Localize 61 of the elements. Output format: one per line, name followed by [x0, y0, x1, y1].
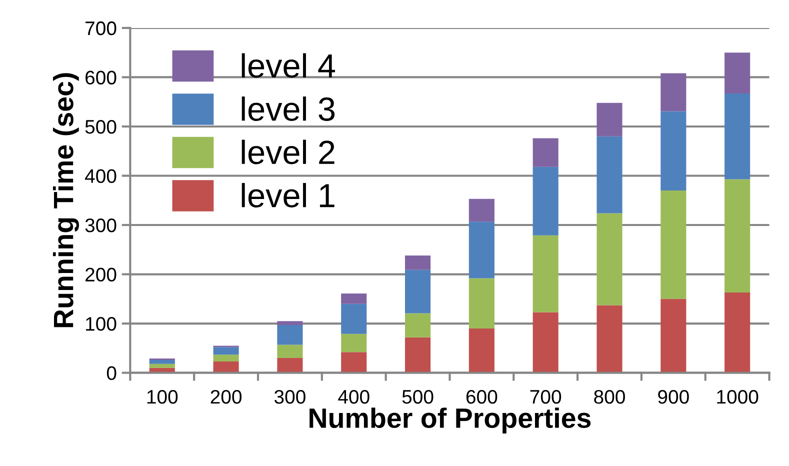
bar	[724, 292, 750, 373]
x-tick-label: 800	[594, 390, 625, 404]
bar	[596, 136, 622, 214]
x-tick-label: 600	[466, 390, 498, 404]
y-tick-label: 300	[85, 218, 116, 232]
bar	[532, 312, 558, 373]
bar	[213, 354, 239, 362]
bar	[724, 93, 750, 180]
bar	[341, 304, 367, 334]
bar	[660, 298, 686, 373]
bar	[468, 222, 494, 278]
y-tick-label: 600	[86, 70, 116, 84]
x-tick-label: 700	[530, 390, 562, 404]
bar	[596, 305, 622, 373]
bar	[277, 321, 303, 326]
bar	[149, 364, 175, 368]
bar	[724, 179, 750, 292]
x-tick-label: 500	[402, 390, 434, 404]
legend-label: level 4	[242, 53, 336, 78]
bar	[660, 111, 686, 191]
bar	[404, 313, 431, 338]
x-axis-title: Number of Properties	[310, 408, 591, 434]
bar	[341, 334, 367, 352]
legend-label: level 3	[242, 96, 335, 121]
bar	[277, 325, 303, 345]
x-tick-label: 100	[147, 390, 178, 404]
y-tick-label: 400	[85, 169, 116, 183]
bar	[468, 278, 494, 328]
bar	[596, 213, 622, 306]
x-tick-label: 400	[338, 390, 370, 404]
y-tick-label: 500	[85, 120, 116, 134]
x-tick-label: 900	[658, 390, 689, 404]
bar	[341, 293, 367, 304]
y-tick-label: 0	[106, 366, 116, 380]
bar	[277, 358, 303, 373]
bar	[468, 328, 494, 373]
legend-label: level 2	[242, 140, 334, 164]
bar	[468, 198, 494, 222]
y-axis-title: Running Time (sec)	[52, 73, 79, 328]
x-tick-label: 200	[210, 390, 242, 404]
y-tick-label: 700	[86, 21, 116, 36]
bar	[660, 190, 686, 299]
bar	[532, 166, 558, 236]
bar	[277, 344, 303, 358]
bar	[532, 235, 558, 312]
x-tick-label: 300	[274, 390, 306, 404]
legend-label: level 1	[242, 182, 334, 208]
y-tick-label: 100	[86, 317, 116, 331]
bar	[213, 361, 239, 373]
bar	[404, 270, 431, 314]
bar	[596, 102, 622, 136]
bar	[532, 138, 558, 167]
bar	[213, 347, 239, 355]
y-tick-label: 200	[86, 268, 116, 282]
x-tick-label: 1000	[717, 390, 758, 404]
bar	[724, 52, 750, 94]
bar	[149, 360, 175, 364]
bar	[404, 337, 431, 373]
bar	[660, 73, 686, 112]
bar	[404, 256, 431, 270]
bar	[341, 352, 367, 373]
